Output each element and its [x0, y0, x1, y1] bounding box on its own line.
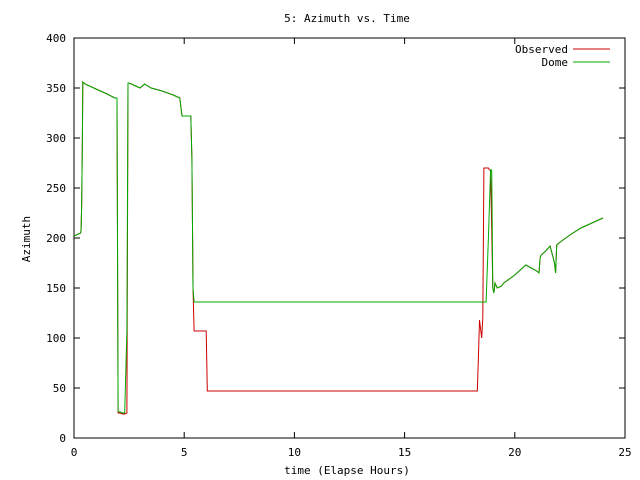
y-tick-label: 400	[46, 32, 66, 45]
y-tick-label: 150	[46, 282, 66, 295]
series-line-dome	[73, 80, 604, 414]
series-layer	[73, 80, 604, 415]
x-axis-label: time (Elapse Hours)	[284, 464, 410, 477]
x-tick-label: 10	[288, 446, 301, 459]
y-tick-label: 300	[46, 132, 66, 145]
legend-label-dome: Dome	[542, 56, 569, 69]
y-tick-label: 0	[59, 432, 66, 445]
series-line-observed	[73, 80, 604, 415]
y-tick-label: 350	[46, 82, 66, 95]
x-tick-label: 25	[618, 446, 631, 459]
x-tick-label: 0	[71, 446, 78, 459]
y-tick-label: 250	[46, 182, 66, 195]
x-tick-label: 15	[398, 446, 411, 459]
y-axis-label: Azimuth	[20, 216, 33, 262]
legend-label-observed: Observed	[515, 43, 568, 56]
y-tick-label: 200	[46, 232, 66, 245]
x-tick-label: 20	[508, 446, 521, 459]
plot-frame	[73, 37, 626, 439]
chart-title: 5: Azimuth vs. Time	[284, 12, 410, 25]
y-tick-label: 50	[53, 382, 66, 395]
x-tick-label: 5	[181, 446, 188, 459]
y-tick-label: 100	[46, 332, 66, 345]
